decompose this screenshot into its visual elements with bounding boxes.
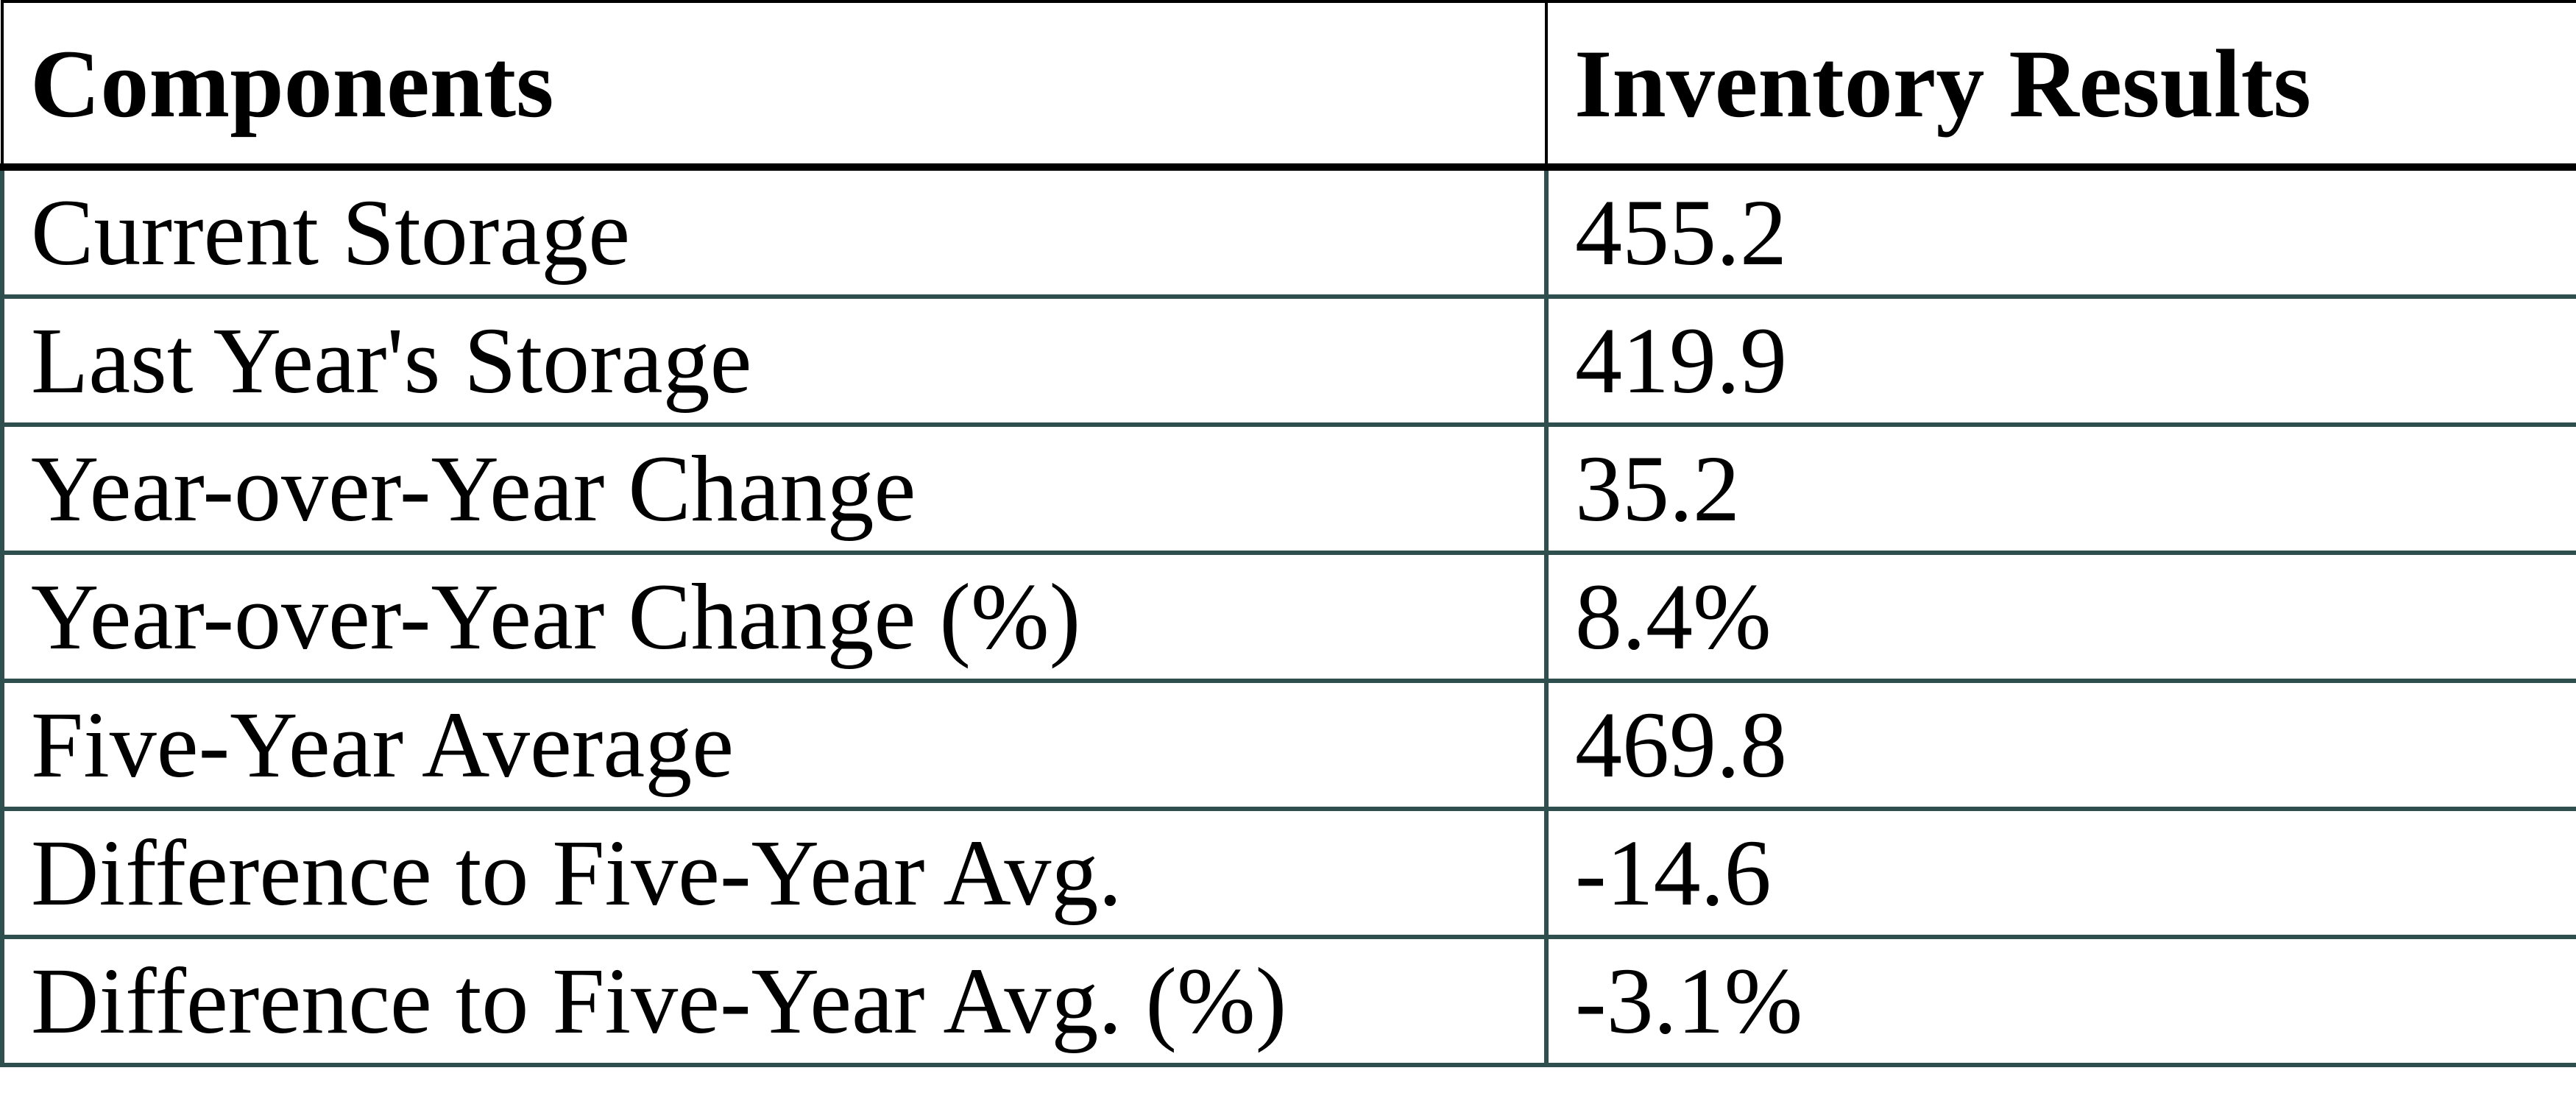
table-header: Components Inventory Results	[1, 0, 2576, 171]
table-row: Current Storage 455.2	[0, 165, 2576, 299]
table-body: Current Storage 455.2 Last Year's Storag…	[0, 165, 2576, 1067]
component-cell: Year-over-Year Change	[0, 422, 1549, 555]
result-cell: -3.1%	[1544, 935, 2576, 1067]
result-cell: 469.8	[1544, 679, 2576, 811]
result-cell: -14.6	[1544, 807, 2576, 939]
component-cell: Last Year's Storage	[0, 294, 1549, 427]
component-cell: Year-over-Year Change (%)	[0, 551, 1549, 683]
component-cell: Five-Year Average	[0, 679, 1549, 811]
table-row: Last Year's Storage 419.9	[0, 294, 2576, 427]
table-row: Year-over-Year Change (%) 8.4%	[0, 551, 2576, 683]
result-cell: 35.2	[1544, 422, 2576, 555]
component-cell: Difference to Five-Year Avg.	[0, 807, 1549, 939]
header-cell-inventory-results: Inventory Results	[1545, 0, 2576, 171]
result-cell: 455.2	[1544, 165, 2576, 299]
table-row: Five-Year Average 469.8	[0, 679, 2576, 811]
result-cell: 419.9	[1544, 294, 2576, 427]
header-row: Components Inventory Results	[1, 0, 2576, 171]
table-row: Difference to Five-Year Avg. (%) -3.1%	[0, 935, 2576, 1067]
table-row: Difference to Five-Year Avg. -14.6	[0, 807, 2576, 939]
table-row: Year-over-Year Change 35.2	[0, 422, 2576, 555]
component-cell: Difference to Five-Year Avg. (%)	[0, 935, 1549, 1067]
result-cell: 8.4%	[1544, 551, 2576, 683]
inventory-results-table: Components Inventory Results Current Sto…	[0, 0, 2576, 1067]
component-cell: Current Storage	[0, 165, 1549, 299]
header-cell-components: Components	[1, 0, 1548, 171]
